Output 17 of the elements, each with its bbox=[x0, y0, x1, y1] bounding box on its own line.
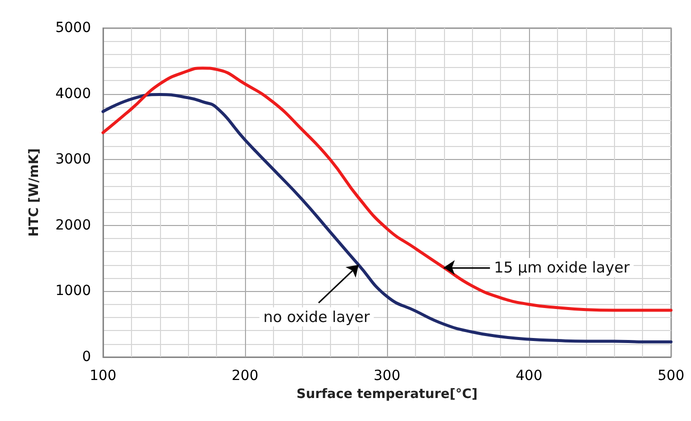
line-series bbox=[102, 92, 672, 344]
x-tick-label: 200 bbox=[232, 368, 258, 384]
y-tick-label: 2000 bbox=[55, 217, 91, 234]
y-tick-label: 4000 bbox=[55, 86, 91, 102]
y-tick-label: 3000 bbox=[55, 152, 91, 168]
y-tick-label: 1000 bbox=[55, 283, 91, 300]
line-series bbox=[102, 66, 672, 312]
x-tick-label: 400 bbox=[516, 368, 542, 384]
x-axis-title: Surface temperature[°C] bbox=[296, 386, 478, 402]
y-tick-label: 5000 bbox=[55, 20, 91, 36]
x-tick-label: 300 bbox=[374, 368, 400, 384]
y-tick-label: 0 bbox=[82, 349, 91, 365]
annotation: no oxide layer bbox=[263, 308, 371, 326]
annotation: 15 µm oxide layer bbox=[494, 258, 630, 277]
y-axis-title: HTC [W/mK] bbox=[27, 148, 42, 237]
x-tick-label: 500 bbox=[658, 368, 684, 384]
x-tick-label: 100 bbox=[90, 368, 116, 384]
